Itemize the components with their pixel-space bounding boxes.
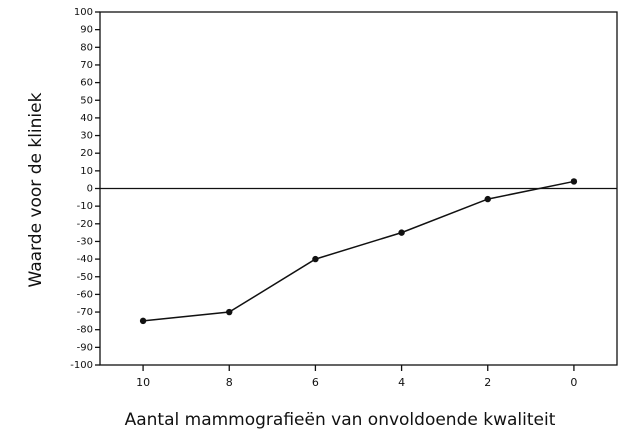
y-tick-label: 30 [80,131,93,142]
y-tick-label: -90 [77,342,93,353]
y-tick-label: 70 [80,60,93,71]
y-tick-label: 50 [80,95,93,106]
y-tick-label: -60 [77,289,93,300]
x-tick-label: 4 [398,376,405,389]
y-tick-label: -50 [77,272,93,283]
data-point [570,178,578,185]
data-line [143,180,575,322]
data-point [312,255,319,263]
x-axis-label: Aantal mammografieën van onvoldoende kwa… [125,410,556,430]
x-tick-label: 6 [312,376,319,389]
data-point [484,195,491,203]
y-tick-label: 60 [80,78,93,89]
y-tick-label: 10 [80,166,93,177]
y-tick-label: 20 [80,148,93,159]
y-tick-label: 0 [87,184,93,195]
y-tick-label: -80 [77,325,93,336]
data-point [139,317,147,325]
y-tick-label: 90 [80,25,93,36]
y-axis-label: Waarde voor de kliniek [26,92,46,287]
x-tick-label: 0 [570,376,577,389]
y-tick-label: -100 [70,360,93,371]
y-tick-label: -10 [77,201,93,212]
y-tick-label: -30 [77,236,93,247]
x-tick-label: 2 [484,376,491,389]
y-tick-label: 80 [80,42,93,53]
y-tick-label: -70 [77,307,93,318]
data-point [226,308,233,316]
x-tick-label: 10 [136,376,150,389]
y-tick-label: 40 [80,113,93,124]
y-tick-label: -20 [77,219,93,230]
y-tick-label: -40 [77,254,93,265]
data-point [398,229,405,236]
x-tick-label: 8 [226,376,233,389]
y-tick-label: 100 [74,7,93,18]
